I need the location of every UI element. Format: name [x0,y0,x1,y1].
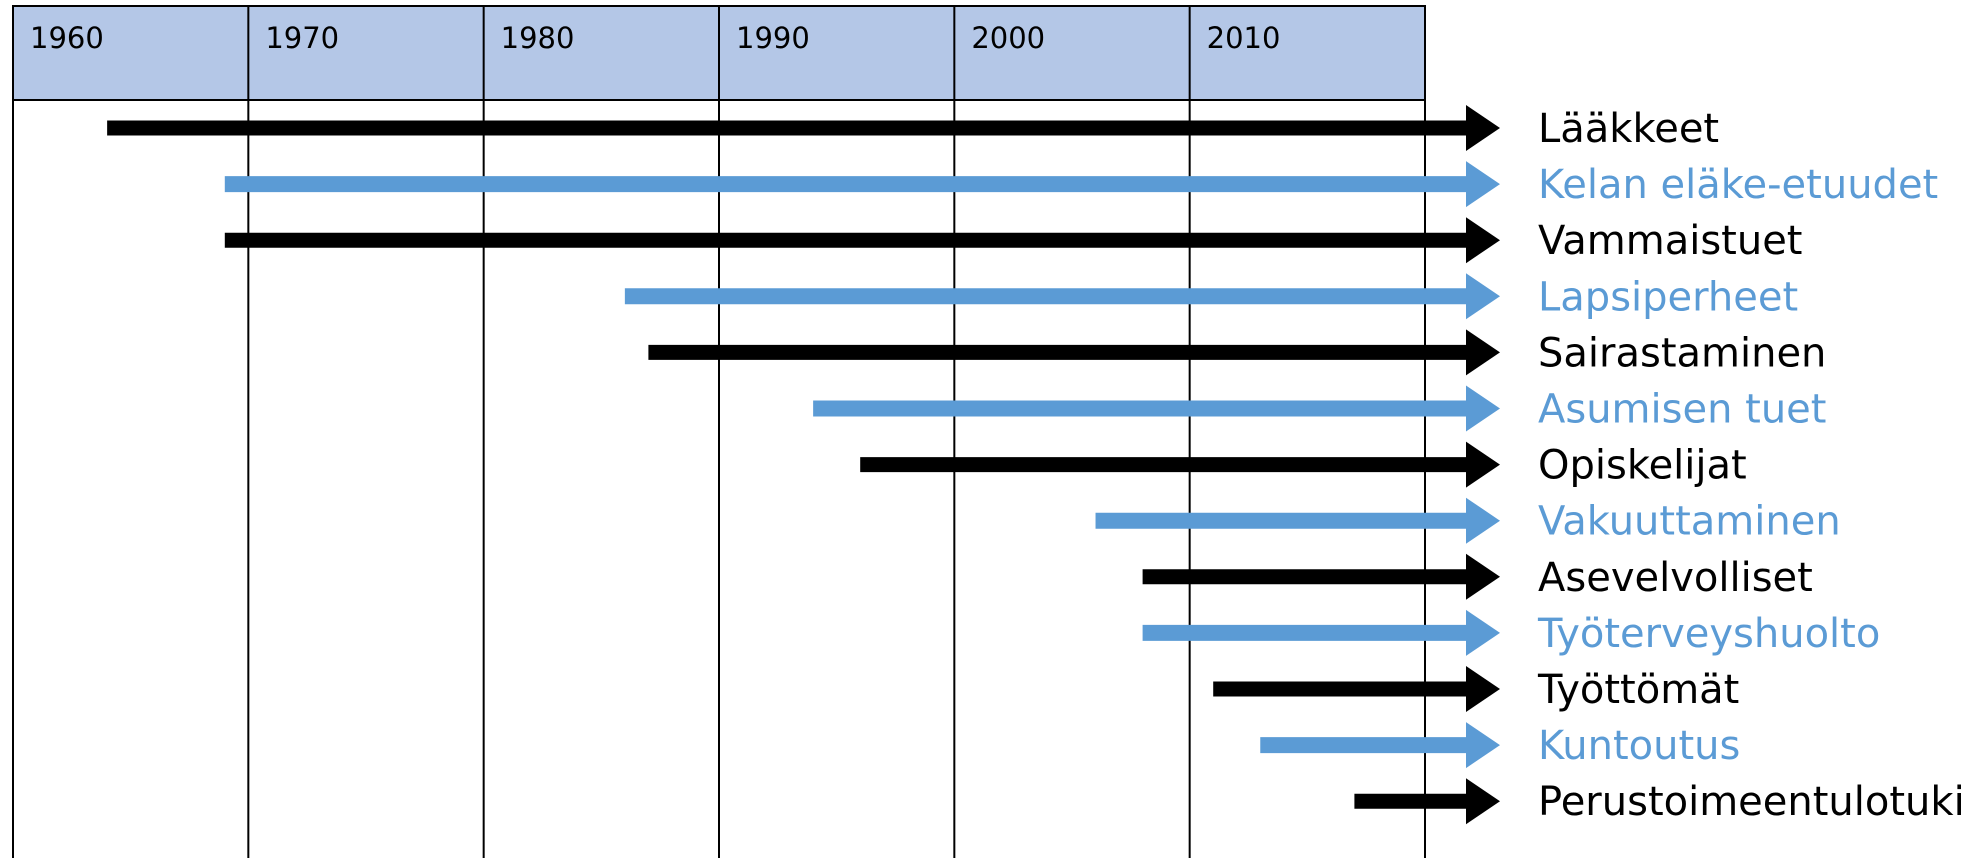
arrow-head [1466,105,1500,151]
arrow-head [1466,161,1500,208]
arrow-head [1466,778,1500,825]
tick-label-1960: 1960 [30,21,104,55]
series-label: Työterveyshuolto [1537,611,1880,657]
arrow-head [1466,441,1500,488]
series-arrow [1095,497,1500,544]
arrow-head [1466,273,1500,320]
arrow-head [1466,497,1500,544]
series-arrow [1142,553,1500,600]
arrow-head [1466,722,1500,769]
series-arrow [624,273,1500,320]
series-label: Sairastaminen [1538,330,1826,376]
series-label: Lapsiperheet [1538,274,1798,320]
series-arrow [648,329,1500,376]
series-arrow [224,217,1500,264]
tick-label-1970: 1970 [265,21,339,55]
series-label: Työttömät [1537,667,1739,713]
series-arrow [1260,722,1500,769]
series-label: Asevelvolliset [1538,555,1813,601]
series-label: Vammaistuet [1538,218,1803,264]
arrow-head [1466,329,1500,376]
tick-label-2000: 2000 [971,21,1045,55]
series-label: Perustoimeentulotuki [1538,779,1965,825]
series-label: Lääkkeet [1538,106,1719,152]
series-arrow [1213,666,1500,712]
series-arrow [813,385,1500,432]
series-arrows [107,105,1500,825]
tick-label-1980: 1980 [501,21,575,55]
arrow-head [1466,553,1500,600]
series-label: Asumisen tuet [1538,387,1826,433]
series-arrow [860,441,1500,488]
series-arrow [224,161,1500,208]
tick-label-1990: 1990 [736,21,810,55]
series-label: Kelan eläke-etuudet [1538,162,1938,208]
series-arrow [1142,609,1500,656]
series-label: Vakuuttaminen [1538,499,1841,545]
decade-gridlines [12,6,1426,858]
arrow-head [1466,217,1500,264]
arrow-head [1466,609,1500,656]
tick-label-2010: 2010 [1207,21,1281,55]
arrow-head [1466,385,1500,432]
series-arrow [1354,778,1500,825]
series-labels: Lääkkeet Kelan eläke-etuudet Vammaistuet La… [1537,106,1965,825]
series-arrow [107,105,1500,151]
series-label: Kuntoutus [1538,723,1740,769]
series-label: Opiskelijat [1538,443,1747,489]
arrow-head [1466,666,1500,712]
